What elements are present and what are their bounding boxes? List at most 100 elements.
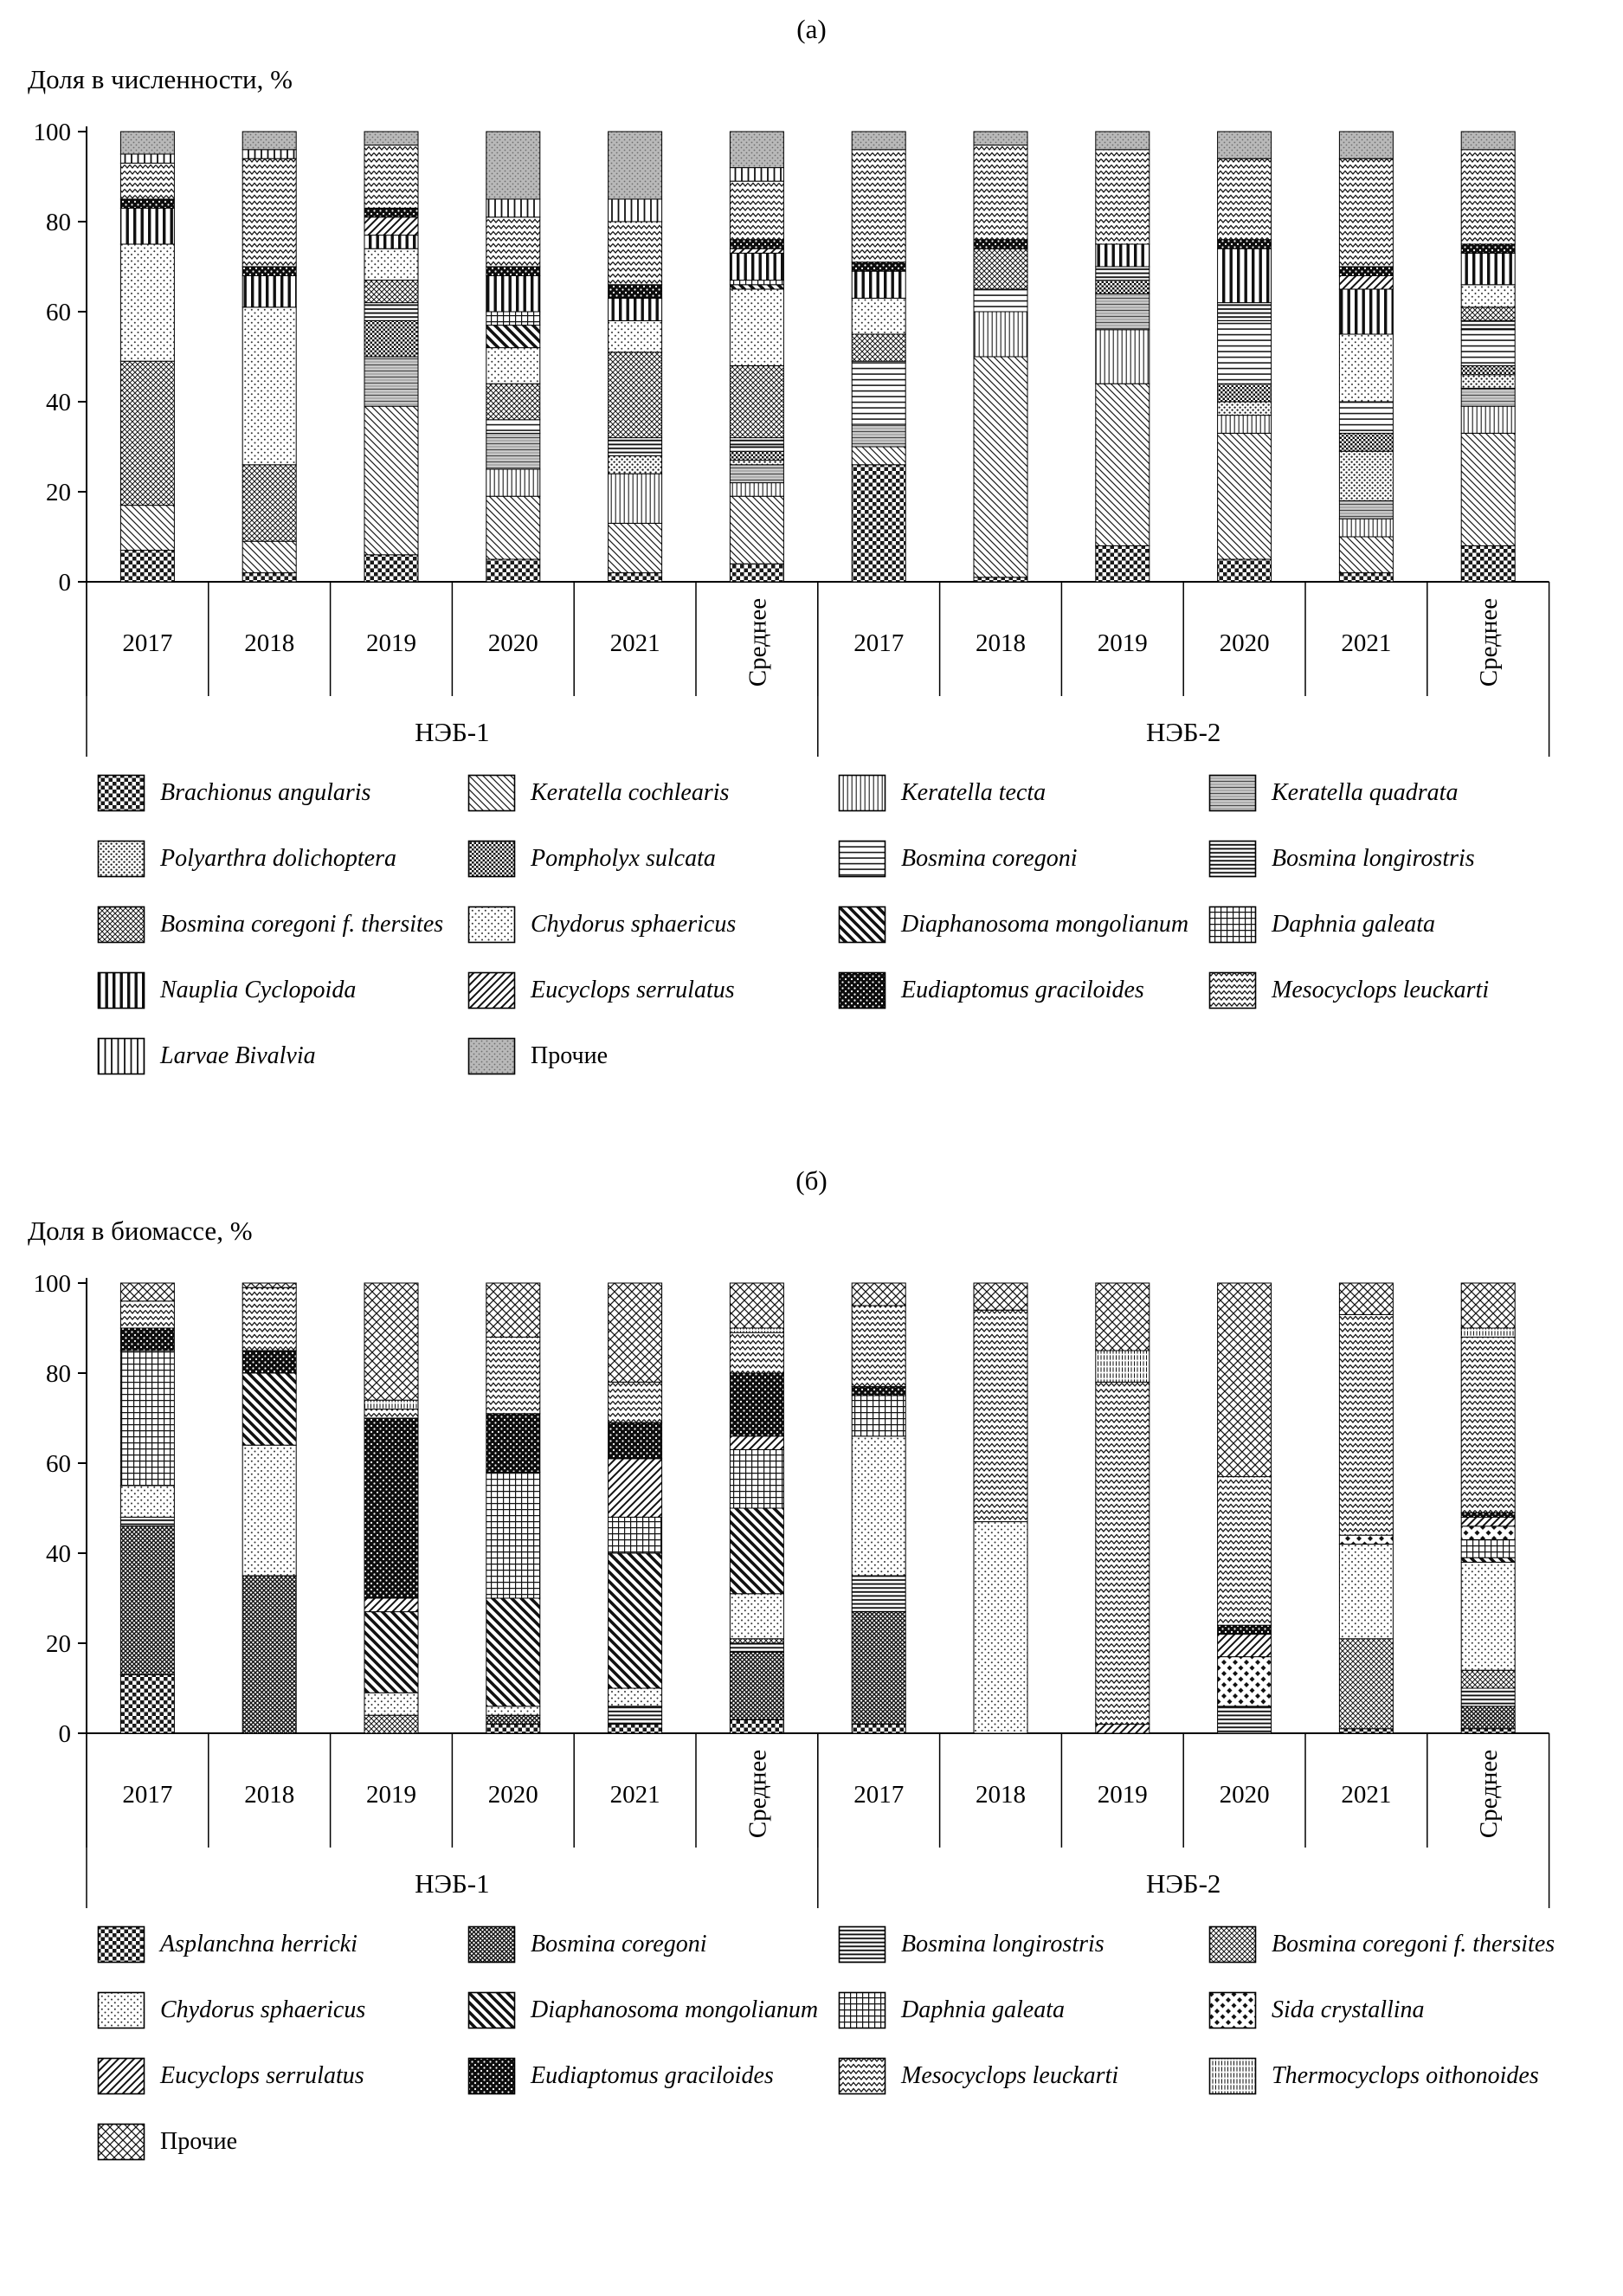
bar-segment <box>364 216 419 236</box>
bar-segment <box>851 446 906 466</box>
bar-segment <box>119 1350 175 1487</box>
bar-segment <box>1460 1557 1516 1563</box>
bar-segment <box>486 198 541 218</box>
bar-segment <box>1460 405 1516 434</box>
bar-segment <box>1217 1624 1272 1635</box>
bar-segment <box>242 464 297 542</box>
legend-swatch-icon <box>1208 1991 1257 2029</box>
bar-segment <box>1460 243 1516 254</box>
legend-label: Thermocyclops oithonoides <box>1272 2062 1539 2089</box>
bar-segment <box>1095 1282 1150 1351</box>
bar-segment <box>973 577 1028 583</box>
y-tick-label: 40 <box>46 389 71 416</box>
bar-segment <box>1095 1350 1150 1383</box>
bar-segment <box>608 1381 663 1423</box>
bar-segment <box>973 1309 1028 1523</box>
legend-item: Bosmina longirostris <box>838 1925 1208 1964</box>
bar-segment <box>1095 243 1150 268</box>
bar-segment <box>1460 387 1516 407</box>
legend-swatch-icon <box>97 2123 145 2161</box>
bar-segment <box>729 1651 784 1720</box>
x-category-label: Среднее <box>1475 1750 1503 1838</box>
x-category-label: 2021 <box>610 629 660 657</box>
bar-segment <box>851 1305 906 1388</box>
bar-segment <box>364 319 419 358</box>
y-axis-title-abundance: Доля в численности, % <box>28 64 293 94</box>
legend-label: Sida crystallina <box>1272 1996 1425 2023</box>
bar-segment <box>1460 1336 1516 1513</box>
bar-segment <box>729 1448 784 1509</box>
x-category-label: 2018 <box>244 629 294 657</box>
bar-segment <box>1338 500 1394 519</box>
legend-item: Diaphanosoma mongolianum <box>467 1991 838 2029</box>
x-category-label: 2021 <box>1341 629 1391 657</box>
bar-segment <box>1460 131 1516 151</box>
bar-segment <box>1460 1512 1516 1518</box>
bar-segment <box>486 1706 541 1716</box>
legend-item: Eudiaptomus graciloides <box>838 971 1208 1009</box>
bar-segment <box>1338 572 1394 583</box>
bar-segment <box>1460 306 1516 321</box>
bar-segment <box>364 235 419 249</box>
bar-segment <box>1338 1544 1394 1640</box>
y-tick-label: 40 <box>46 1540 71 1568</box>
legend-label: Keratella quadrata <box>1272 779 1459 806</box>
bar-segment <box>1338 158 1394 268</box>
bar-segment <box>364 554 419 583</box>
bar-segment <box>486 1336 541 1415</box>
bar-segment <box>973 131 1028 146</box>
legend-biomass: Asplanchna herricki Bosmina coregoni Bosmi… <box>97 1925 1623 2161</box>
bar-segment <box>486 1597 541 1707</box>
bar-segment <box>973 288 1028 313</box>
legend-label: Pompholyx sulcata <box>531 845 716 872</box>
legend-swatch-icon <box>97 1925 145 1964</box>
legend-swatch-icon <box>97 2057 145 2095</box>
bar-segment <box>242 1575 297 1734</box>
bar-segment <box>1217 248 1272 304</box>
legend-swatch-icon <box>467 840 516 878</box>
bar-segment <box>486 216 541 268</box>
bar-segment <box>608 198 663 223</box>
bar-segment <box>973 1282 1028 1311</box>
bar-segment <box>608 1282 663 1383</box>
bar-segment <box>1338 266 1394 276</box>
bar-segment <box>608 297 663 321</box>
x-category-label: 2017 <box>122 629 172 657</box>
bar-segment <box>242 1372 297 1446</box>
legend-label: Eudiaptomus graciloides <box>531 2062 774 2089</box>
x-category-label: 2019 <box>1098 1781 1148 1809</box>
legend-swatch-icon <box>838 971 886 1009</box>
bar-segment <box>486 383 541 421</box>
legend-label: Bosmina coregoni f. thersites <box>160 911 444 938</box>
bar-segment <box>364 1409 419 1419</box>
legend-label: Mesocyclops leuckarti <box>1272 977 1490 1003</box>
bar-segment <box>1460 149 1516 245</box>
y-tick-label: 100 <box>34 1270 72 1298</box>
bar-segment <box>608 473 663 524</box>
bar-segment <box>608 1706 663 1725</box>
bar-segment <box>851 1386 906 1396</box>
bar-segment <box>729 180 784 241</box>
legend-label: Asplanchna herricki <box>160 1931 357 1957</box>
bar-segment <box>851 360 906 425</box>
stacked-bar-plot-biomass: 0 20 40 60 80 100 2017 2018 2019 2020 2021 Среднее Н… <box>34 1270 1550 1908</box>
bar-segment <box>1217 432 1272 560</box>
bar-segment <box>729 1638 784 1644</box>
bar-segment <box>1217 319 1272 384</box>
bar-segment <box>1095 266 1150 281</box>
legend-label: Keratella tecta <box>901 779 1047 806</box>
legend-item: Asplanchna herricki <box>97 1925 467 1964</box>
x-category-label: 2018 <box>244 1781 294 1809</box>
bar-segment <box>119 207 175 245</box>
bar-segment <box>729 1327 784 1333</box>
legend-item: Bosmina coregoni <box>467 1925 838 1964</box>
bar-segment <box>486 1471 541 1599</box>
bar-segment <box>364 145 419 209</box>
group-label: НЭБ-1 <box>415 717 489 747</box>
bar-segment <box>1460 1669 1516 1689</box>
legend-item: Sida crystallina <box>1208 1991 1579 2029</box>
legend-item: Keratella tecta <box>838 774 1208 812</box>
legend-swatch-icon <box>838 2057 886 2095</box>
legend-swatch-icon <box>838 1991 886 2029</box>
bar-segment <box>851 261 906 272</box>
